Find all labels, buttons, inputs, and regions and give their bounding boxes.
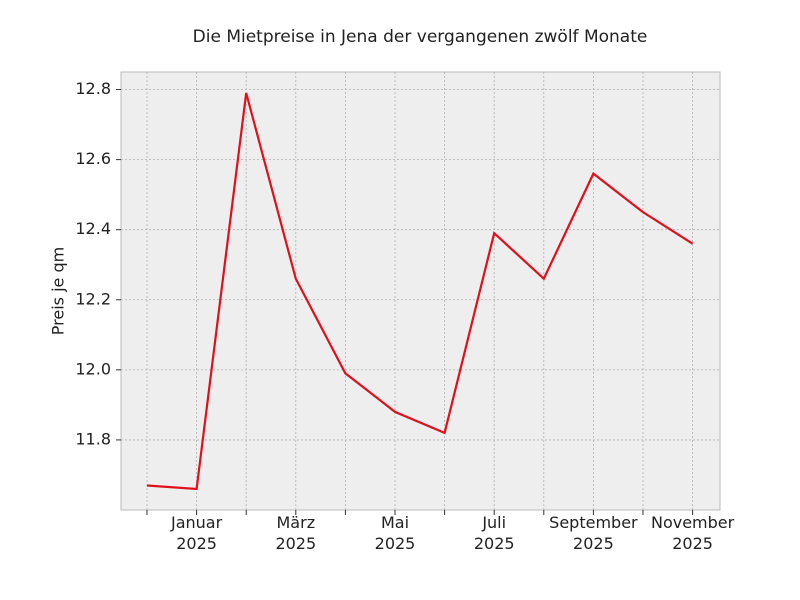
chart-title: Die Mietpreise in Jena der vergangenen z…: [193, 27, 648, 47]
plot-area: [120, 71, 721, 511]
y-tick-label: 12.8: [75, 79, 111, 98]
x-tick-label: November 2025: [650, 513, 735, 553]
y-tick-label: 11.8: [75, 429, 111, 448]
line: [146, 92, 694, 491]
x-tick-label: März 2025: [275, 513, 317, 553]
x-tick-label: Juli 2025: [473, 513, 515, 553]
x-tick-label: Mai 2025: [374, 513, 416, 553]
x-tick-label: Januar 2025: [171, 513, 223, 553]
y-tick-label: 12.4: [75, 219, 111, 238]
y-axis-label: Preis je qm: [49, 247, 68, 335]
y-tick-label: 12.6: [75, 149, 111, 168]
x-tick-label: September 2025: [549, 513, 638, 553]
y-tick-label: 12.0: [75, 359, 111, 378]
y-tick-label: 12.2: [75, 289, 111, 308]
